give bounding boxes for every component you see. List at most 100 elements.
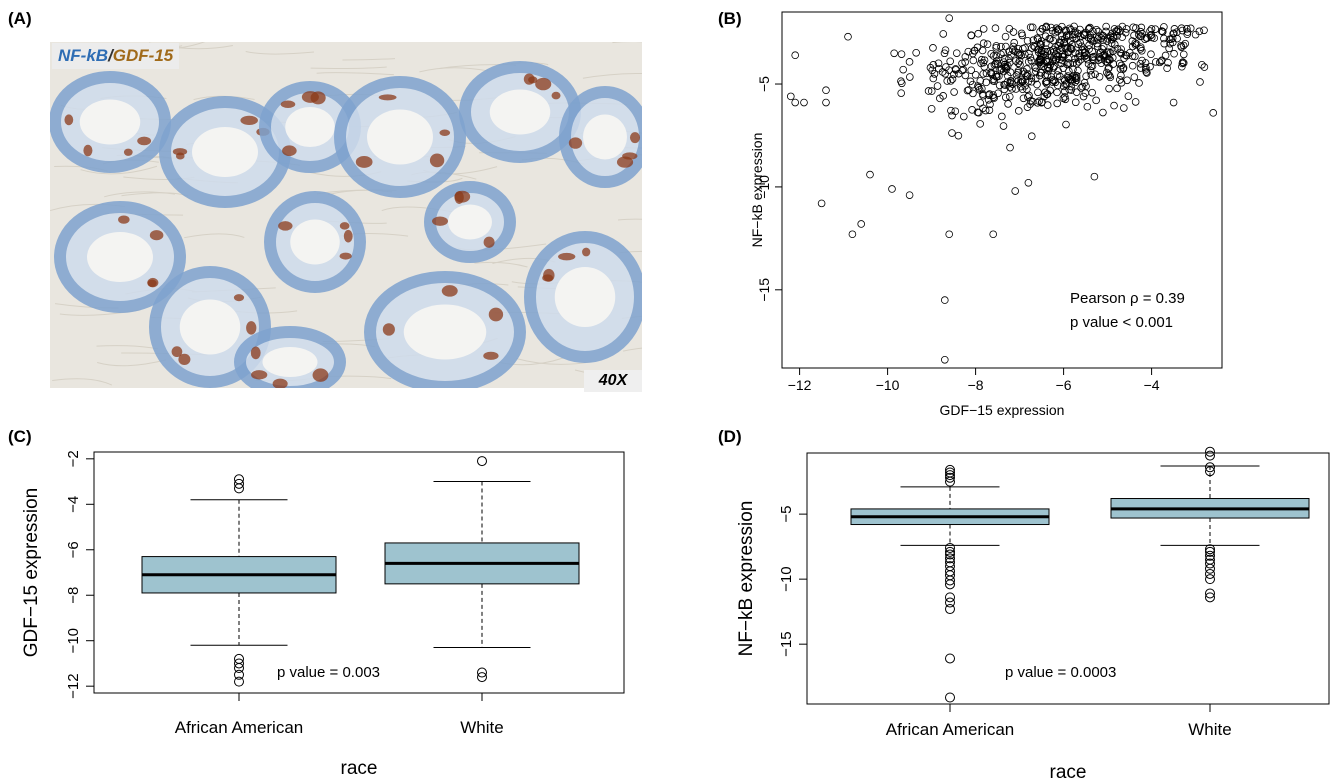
scatter-point: [1061, 95, 1070, 104]
scatter-point: [989, 75, 998, 83]
scatter-point: [1017, 29, 1026, 38]
scatter-point: [906, 73, 914, 81]
box-d: [1110, 498, 1310, 519]
scatter-point: [1007, 78, 1016, 87]
scatter-point: [1053, 88, 1061, 97]
scatter-point: [1131, 52, 1139, 61]
scatter-point: [1000, 80, 1008, 89]
scatter-point: [1066, 44, 1075, 52]
scatter-point: [973, 108, 982, 117]
scatter-point: [1065, 24, 1074, 33]
scatter-point: [952, 49, 961, 57]
scatter-point: [1088, 53, 1097, 62]
scatter-point: [1030, 43, 1039, 51]
gdf-stain-spot: [172, 148, 188, 156]
scatter-point: [1074, 29, 1082, 38]
scatter-point: [1061, 76, 1069, 85]
outlier-point: [945, 592, 955, 603]
scatter-point: [1053, 27, 1062, 36]
scatter-point: [1061, 51, 1069, 59]
scatter-point: [1067, 26, 1075, 34]
scatter-point: [1049, 36, 1057, 45]
scatter-point: [1001, 60, 1009, 69]
gdf-stain-spot: [355, 156, 373, 168]
scatter-point: [1062, 80, 1071, 88]
scatter-point: [1147, 25, 1156, 33]
scatter-point: [1173, 34, 1181, 43]
plot-frame-b: [781, 11, 1223, 369]
scatter-point: [1080, 31, 1089, 39]
scatter-point: [960, 112, 968, 121]
outlier-point: [1205, 544, 1215, 555]
scatter-point: [1016, 50, 1024, 58]
outlier-point: [945, 561, 955, 572]
scatter-point: [992, 57, 1001, 65]
scatter-point: [1147, 33, 1156, 42]
scatter-point: [1035, 44, 1043, 53]
scatter-point: [959, 65, 968, 74]
scatter-point: [1042, 45, 1051, 54]
box-c: [141, 556, 337, 594]
scatter-point: [1108, 53, 1117, 62]
scatter-point: [1045, 64, 1054, 73]
gdf-stain-spot: [178, 353, 191, 365]
scatter-point: [1055, 38, 1064, 47]
scatter-point: [1043, 77, 1051, 86]
scatter-point: [1037, 52, 1045, 61]
scatter-point: [1118, 33, 1127, 41]
gdf-stain-spot: [272, 378, 288, 388]
scatter-point: [1044, 64, 1052, 72]
scatter-point: [1209, 109, 1217, 117]
gdf-stain-spot: [439, 129, 451, 137]
outlier-point: [1205, 550, 1215, 561]
scatter-point: [1130, 31, 1138, 40]
scatter-point: [1081, 89, 1090, 97]
scatter-point: [1024, 77, 1033, 86]
magnification-label: 40X: [584, 370, 642, 392]
scatter-point: [1037, 68, 1046, 77]
scatter-point: [943, 77, 952, 85]
scatter-point: [1110, 101, 1118, 110]
category-label: African American: [175, 718, 304, 737]
scatter-point: [1071, 54, 1079, 63]
scatter-point: [1061, 44, 1070, 52]
scatter-point: [1116, 76, 1124, 84]
scatter-point: [1170, 29, 1178, 38]
gland-lumen: [583, 114, 627, 160]
scatter-point: [1058, 32, 1066, 40]
scatter-point: [1012, 57, 1020, 65]
scatter-point: [1006, 79, 1014, 87]
y-tick-label-c: −12: [65, 673, 82, 698]
scatter-point: [964, 86, 973, 94]
scatter-point: [1041, 78, 1050, 87]
scatter-point: [1035, 56, 1044, 64]
scatter-point: [974, 82, 982, 90]
scatter-point: [1120, 54, 1128, 63]
scatter-point: [1036, 55, 1045, 63]
scatter-point: [1092, 96, 1100, 105]
scatter-point: [1068, 75, 1076, 84]
scatter-point: [1043, 58, 1051, 66]
gdf-stain-spot: [301, 91, 319, 103]
scatter-point: [1136, 32, 1145, 41]
stroma-fiber: [474, 261, 528, 268]
scatter-point: [982, 78, 991, 87]
scatter-point: [1136, 59, 1145, 68]
scatter-point: [1099, 51, 1107, 60]
scatter-point: [936, 94, 944, 103]
scatter-point: [976, 77, 985, 85]
outlier-point: [234, 478, 244, 489]
scatter-point: [1014, 107, 1023, 115]
scatter-point: [1131, 39, 1140, 47]
scatter-point: [1017, 75, 1026, 84]
scatter-point: [1117, 45, 1125, 53]
scatter-point: [991, 59, 1000, 68]
gdf-stain-spot: [123, 148, 133, 156]
gdf-stain-spot: [542, 274, 554, 282]
category-label: White: [1188, 720, 1231, 739]
scatter-point: [1043, 63, 1052, 71]
scatter-point: [1047, 23, 1055, 32]
scatter-point: [1087, 71, 1096, 79]
scatter-point: [1029, 36, 1038, 45]
gland-lumen: [262, 347, 318, 377]
